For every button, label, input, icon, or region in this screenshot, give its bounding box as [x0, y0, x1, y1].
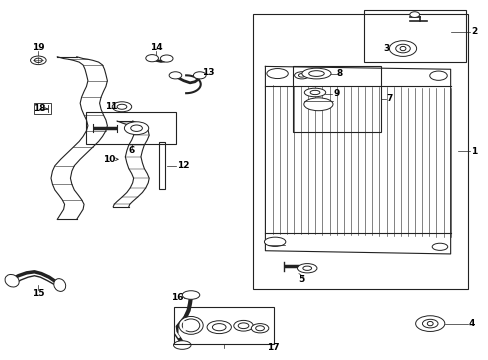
Ellipse shape	[302, 266, 311, 270]
Circle shape	[182, 319, 200, 332]
Ellipse shape	[173, 341, 191, 349]
Ellipse shape	[309, 90, 319, 95]
Ellipse shape	[429, 71, 447, 80]
Ellipse shape	[303, 98, 332, 111]
Bar	[363, 10, 465, 62]
Ellipse shape	[395, 44, 409, 53]
Ellipse shape	[130, 125, 142, 131]
Text: 13: 13	[202, 68, 214, 77]
Ellipse shape	[193, 72, 205, 79]
Text: 6: 6	[128, 146, 135, 155]
Bar	[253, 14, 467, 289]
Ellipse shape	[169, 72, 182, 79]
Ellipse shape	[145, 55, 158, 62]
Circle shape	[179, 316, 203, 334]
Text: 12: 12	[177, 161, 189, 170]
Ellipse shape	[124, 122, 148, 135]
Ellipse shape	[301, 68, 330, 79]
Text: 15: 15	[32, 289, 44, 298]
Ellipse shape	[298, 73, 305, 77]
Text: 19: 19	[32, 43, 44, 52]
Ellipse shape	[388, 41, 416, 57]
Ellipse shape	[308, 71, 324, 76]
Bar	[292, 66, 380, 132]
Bar	[86, 112, 176, 144]
Ellipse shape	[212, 324, 225, 331]
Circle shape	[427, 321, 432, 326]
Ellipse shape	[54, 279, 65, 291]
Ellipse shape	[304, 88, 325, 97]
Ellipse shape	[255, 326, 264, 331]
Ellipse shape	[264, 237, 285, 247]
Ellipse shape	[5, 274, 19, 287]
Ellipse shape	[266, 68, 287, 78]
Text: 1: 1	[470, 147, 476, 156]
Text: 14: 14	[149, 43, 162, 52]
Text: 17: 17	[267, 343, 280, 352]
Text: 10: 10	[103, 155, 115, 164]
Bar	[34, 103, 51, 114]
Text: 16: 16	[171, 293, 183, 302]
Ellipse shape	[409, 12, 419, 18]
Text: 7: 7	[386, 94, 392, 103]
Ellipse shape	[182, 291, 200, 299]
Text: 8: 8	[336, 69, 342, 78]
Ellipse shape	[415, 316, 444, 332]
Ellipse shape	[297, 264, 316, 273]
Text: 4: 4	[468, 319, 474, 328]
Ellipse shape	[117, 104, 126, 109]
Text: 3: 3	[383, 44, 389, 53]
Ellipse shape	[34, 58, 42, 63]
Ellipse shape	[238, 323, 248, 329]
Ellipse shape	[251, 324, 268, 333]
Bar	[159, 143, 164, 189]
Ellipse shape	[30, 56, 46, 64]
Ellipse shape	[233, 320, 253, 331]
Text: 9: 9	[333, 89, 339, 98]
Bar	[174, 307, 273, 344]
Text: 11: 11	[105, 102, 117, 111]
Circle shape	[399, 46, 405, 51]
Text: 5: 5	[298, 275, 305, 284]
Text: 2: 2	[470, 27, 476, 36]
Ellipse shape	[112, 102, 131, 112]
Ellipse shape	[160, 55, 173, 62]
Ellipse shape	[422, 319, 437, 328]
Text: 18: 18	[33, 104, 45, 113]
Ellipse shape	[431, 243, 447, 250]
Ellipse shape	[294, 72, 308, 79]
Ellipse shape	[206, 321, 231, 334]
